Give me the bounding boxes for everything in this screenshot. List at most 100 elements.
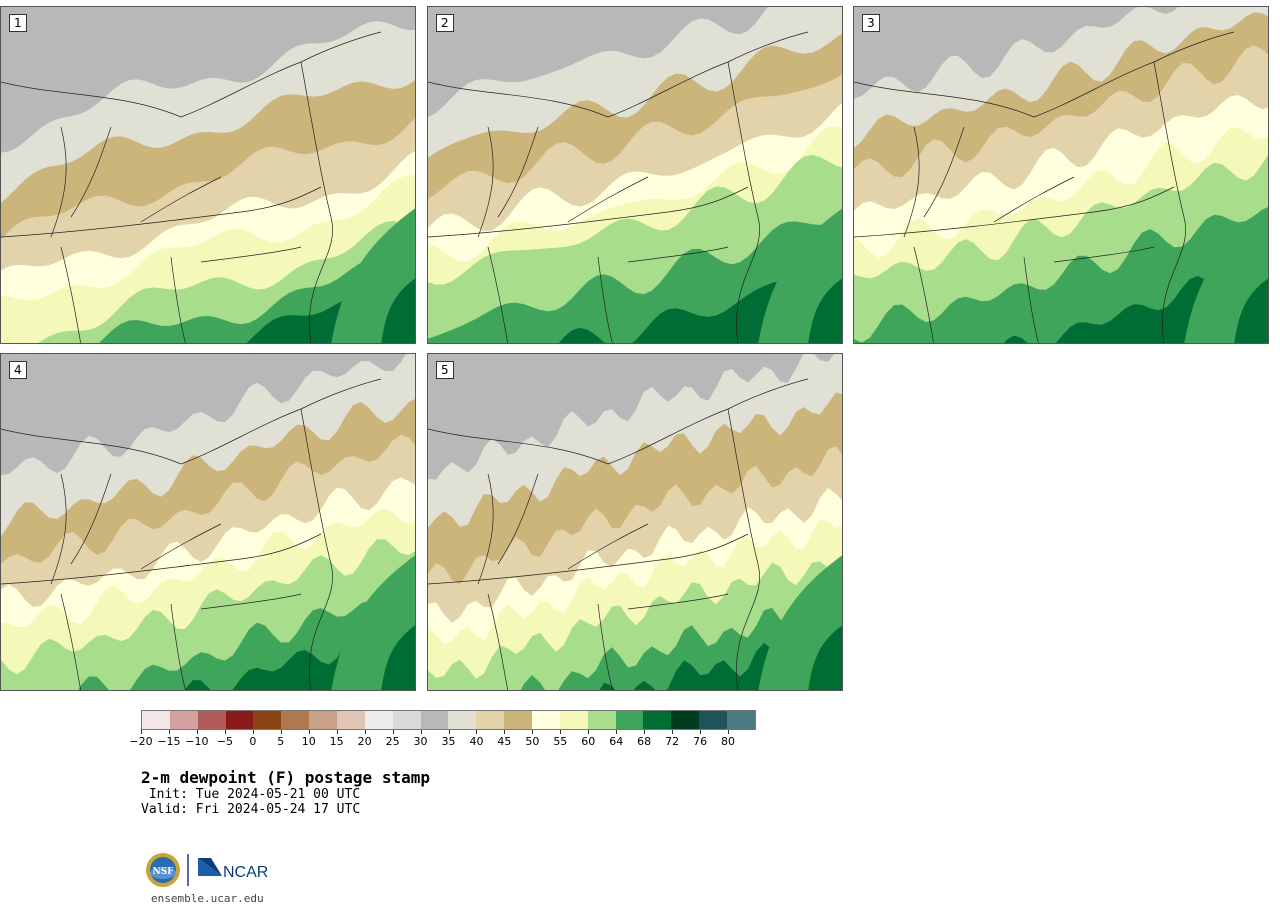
map-boundary-line: [60, 593, 186, 690]
colorbar-tick-mark: [392, 730, 394, 734]
map-boundary-line: [1, 31, 382, 118]
colorbar-tick-mark: [336, 730, 338, 734]
map-boundary-line: [50, 473, 112, 585]
dewpoint-map: [1, 354, 415, 690]
colorbar-tick-label: 20: [357, 735, 372, 748]
map-boundary-line: [428, 533, 749, 585]
dewpoint-map: [428, 7, 842, 343]
colorbar-tick-label: 5: [277, 735, 285, 748]
site-url: ensemble.ucar.edu: [151, 892, 264, 905]
colorbar-swatch: [225, 711, 254, 729]
colorbar-swatch: [615, 711, 644, 729]
page-title: 2-m dewpoint (F) postage stamp: [141, 768, 430, 787]
map-boundary-line: [993, 176, 1155, 263]
map-boundary-line: [567, 176, 729, 263]
colorbar-tick-label: 0: [249, 735, 257, 748]
colorbar-swatch: [727, 711, 755, 729]
map-boundary-line: [428, 378, 809, 465]
colorbar-swatch: [699, 711, 728, 729]
colorbar-tick-mark: [141, 730, 142, 734]
colorbar-tick-label: 35: [441, 735, 456, 748]
colorbar-tick-mark: [644, 730, 646, 734]
map-panel-5: 5: [427, 353, 843, 691]
colorbar-tick-mark: [448, 730, 450, 734]
map-boundary-line: [50, 126, 112, 238]
colorbar-tick-mark: [168, 730, 170, 734]
init-time: Init: Tue 2024-05-21 00 UTC: [141, 787, 361, 802]
panel-label: 2: [436, 14, 454, 32]
colorbar-tick-mark: [728, 730, 730, 734]
colorbar-swatch: [337, 711, 365, 729]
colorbar: [141, 710, 756, 730]
colorbar-tick-label: 76: [693, 735, 708, 748]
panel-label: 1: [9, 14, 27, 32]
map-boundary-line: [140, 176, 302, 263]
colorbar-swatch: [169, 711, 198, 729]
colorbar-swatch: [420, 711, 449, 729]
colorbar-tick-mark: [280, 730, 282, 734]
map-boundary-line: [854, 31, 1235, 118]
colorbar-swatch: [532, 711, 560, 729]
map-boundary-line: [903, 126, 965, 238]
colorbar-swatch: [142, 711, 170, 729]
colorbar-swatch: [476, 711, 505, 729]
panel-label: 4: [9, 361, 27, 379]
panel-label: 3: [862, 14, 880, 32]
map-panel-3: 3: [853, 6, 1269, 344]
colorbar-tick-label: 30: [413, 735, 428, 748]
colorbar-swatch: [197, 711, 226, 729]
colorbar-tick-mark: [672, 730, 674, 734]
map-boundary-line: [727, 408, 760, 690]
map-panel-4: 4: [0, 353, 416, 691]
ocean-dewpoint-fill: [381, 625, 415, 690]
nsf-logo-text: NSF: [152, 867, 174, 877]
colorbar-tick-label: −20: [129, 735, 153, 748]
colorbar-swatch: [281, 711, 310, 729]
colorbar-tick-mark: [308, 730, 310, 734]
colorbar-tick-label: 15: [329, 735, 344, 748]
map-boundary-line: [1, 533, 322, 585]
ocean-dewpoint-fill: [808, 625, 842, 690]
map-boundary-line: [300, 61, 333, 343]
colorbar-tick-mark: [224, 730, 226, 734]
colorbar-swatch: [253, 711, 282, 729]
colorbar-tick-label: −15: [157, 735, 181, 748]
colorbar-swatch: [448, 711, 477, 729]
colorbar-swatch: [364, 711, 393, 729]
colorbar-swatch: [309, 711, 338, 729]
colorbar-tick-mark: [560, 730, 562, 734]
colorbar-swatch: [587, 711, 616, 729]
colorbar-tick-label: 25: [385, 735, 400, 748]
colorbar-swatch: [504, 711, 533, 729]
dewpoint-map: [1, 7, 415, 343]
colorbar-swatch: [671, 711, 700, 729]
ocean-dewpoint-fill: [381, 278, 415, 343]
map-panel-2: 2: [427, 6, 843, 344]
colorbar-tick-mark: [420, 730, 422, 734]
colorbar-tick-mark: [196, 730, 198, 734]
colorbar-tick-mark: [364, 730, 366, 734]
colorbar-tick-label: 68: [637, 735, 652, 748]
colorbar-tick-mark: [700, 730, 702, 734]
map-boundary-line: [1, 378, 382, 465]
dewpoint-map: [854, 7, 1268, 343]
colorbar-tick-label: −10: [185, 735, 209, 748]
map-boundary-line: [428, 31, 809, 118]
colorbar-tick-mark: [504, 730, 506, 734]
ncar-logo-icon: NCAR: [198, 858, 268, 881]
map-boundary-line: [487, 593, 613, 690]
ocean-dewpoint-fill: [808, 278, 842, 343]
map-boundary-line: [300, 408, 333, 690]
colorbar-swatch: [559, 711, 588, 729]
colorbar-swatch: [392, 711, 421, 729]
colorbar-tick-mark: [252, 730, 254, 734]
colorbar-tick-label: −5: [216, 735, 233, 748]
map-boundary-line: [854, 186, 1175, 238]
colorbar-tick-mark: [476, 730, 478, 734]
map-boundary-line: [60, 246, 186, 343]
colorbar-tick-label: 80: [721, 735, 736, 748]
logos: NSF NCAR: [146, 853, 268, 887]
colorbar-tick-label: 40: [469, 735, 484, 748]
map-boundary-line: [477, 126, 539, 238]
dewpoint-map: [428, 354, 842, 690]
